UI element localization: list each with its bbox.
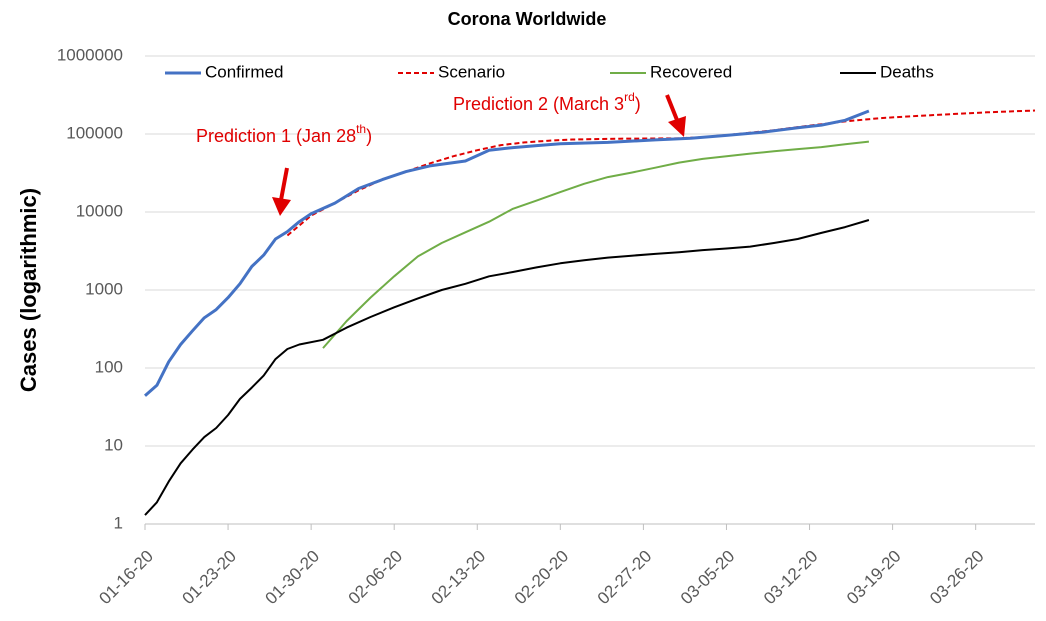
legend-label: Confirmed	[205, 62, 283, 81]
annotation: Prediction 2 (March 3rd)	[453, 90, 686, 137]
x-tick-label: 03-12-20	[760, 547, 822, 609]
chart-title: Corona Worldwide	[448, 9, 607, 29]
annotation: Prediction 1 (Jan 28th)	[196, 122, 372, 216]
y-tick-label: 1000000	[57, 45, 123, 64]
x-tick-label: 02-06-20	[345, 547, 407, 609]
x-tick-label: 01-16-20	[95, 547, 157, 609]
annotation-arrowhead	[668, 116, 686, 137]
x-tick-label: 02-13-20	[428, 547, 490, 609]
legend-label: Scenario	[438, 62, 505, 81]
x-tick-label: 01-23-20	[179, 547, 241, 609]
series-line	[286, 109, 1036, 237]
annotation-arrowhead	[272, 197, 291, 216]
y-tick-label: 100000	[66, 123, 123, 142]
x-tick-label: 03-19-20	[843, 547, 905, 609]
x-tick-label: 01-30-20	[262, 547, 324, 609]
legend-label: Recovered	[650, 62, 732, 81]
legend-label: Deaths	[880, 62, 934, 81]
series-line	[144, 219, 870, 516]
y-tick-label: 1000	[85, 279, 123, 298]
annotation-text: Prediction 2 (March 3rd)	[453, 90, 641, 114]
y-tick-label: 100	[95, 357, 123, 376]
annotation-arrow	[665, 94, 679, 121]
annotation-text: Prediction 1 (Jan 28th)	[196, 122, 372, 146]
y-tick-label: 1	[114, 513, 123, 532]
series-line	[322, 140, 870, 349]
y-tick-label: 10	[104, 435, 123, 454]
y-axis-title: Cases (logarithmic)	[16, 188, 41, 392]
grid	[145, 55, 1035, 525]
y-tick-label: 10000	[76, 201, 123, 220]
annotation-arrow	[279, 167, 289, 201]
series-line	[144, 109, 870, 397]
x-tick-label: 03-05-20	[677, 547, 739, 609]
x-tick-label: 02-27-20	[594, 547, 656, 609]
x-tick-label: 02-20-20	[511, 547, 573, 609]
x-tick-label: 03-26-20	[926, 547, 988, 609]
